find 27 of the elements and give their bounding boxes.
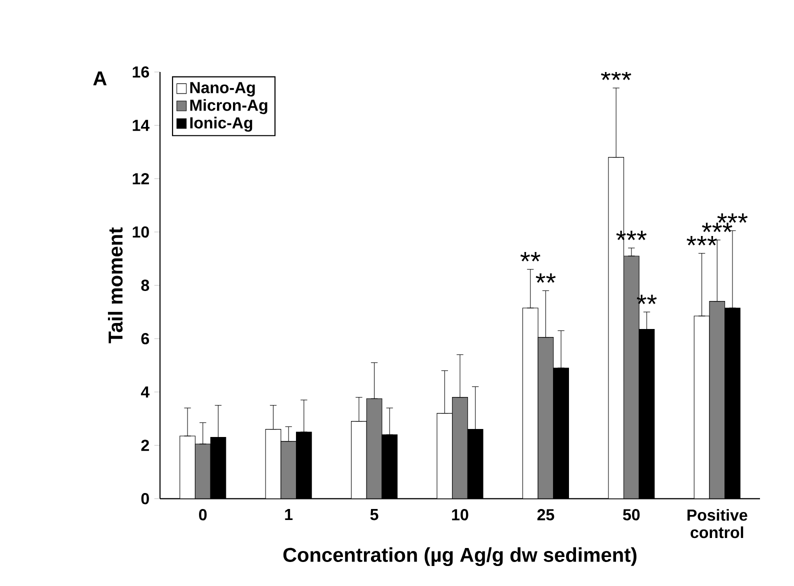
y-tick-label: 10 [132,226,149,238]
y-tick-label: 4 [140,386,150,398]
x-tick-label: 25 [537,509,554,520]
x-axis-title: Concentration (µg Ag/g dw sediment) [283,547,636,566]
y-tick-label: 16 [132,66,150,78]
x-tick-label: Positive control [688,509,748,538]
y-axis-title: Tail moment [108,227,123,344]
annotation: *** [717,213,748,223]
y-tick-label: 14 [132,120,150,131]
x-tick-label: 10 [452,509,468,520]
legend-label: Nano-Ag [190,82,255,97]
y-tick-label: 12 [132,173,149,184]
x-tick-label: 1 [285,509,293,520]
text: A [93,72,107,86]
x-tick-label: 5 [370,509,378,520]
annotation: ** [536,273,556,283]
annotation: *** [702,222,732,232]
legend-label: Ionic-Ag [190,116,252,132]
y-tick-label: 6 [141,332,150,344]
legend-label: Micron-Ag [190,99,268,114]
y-tick-label: 2 [141,440,149,451]
x-tick-label: 50 [623,509,640,520]
y-tick-label: 0 [141,492,149,504]
x-tick-label: 0 [199,509,207,520]
annotation: *** [686,236,717,246]
y-tick-label: 8 [141,280,150,291]
annotation: ** [520,252,540,262]
